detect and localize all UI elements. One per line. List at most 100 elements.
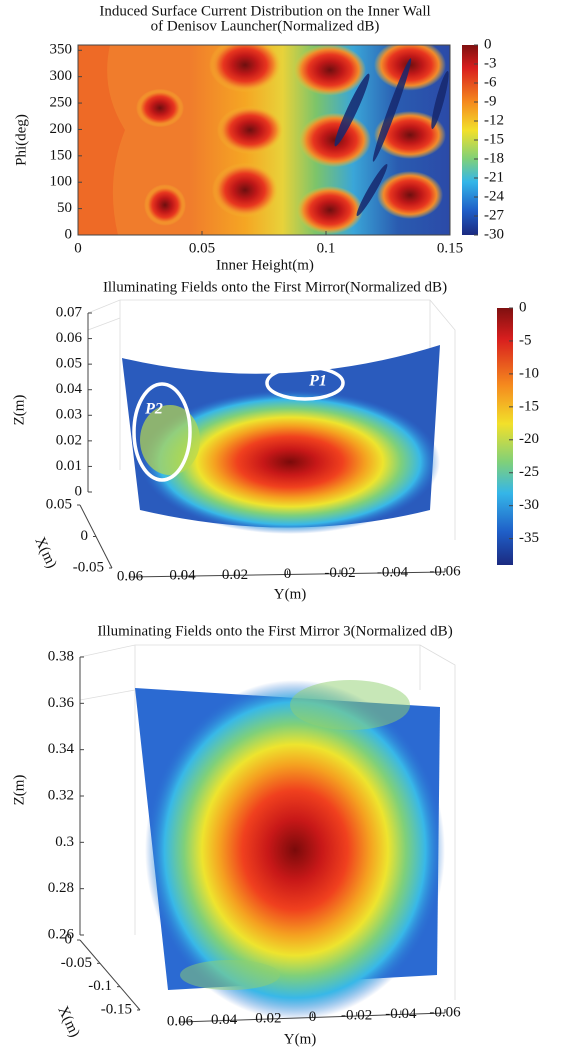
colorbar-label: -12: [484, 112, 504, 128]
tick-label: 0: [309, 1009, 317, 1025]
colorbar: [497, 308, 513, 565]
chart-title: Illuminating Fields onto the First Mirro…: [97, 623, 452, 639]
field-blob: [299, 112, 371, 168]
tick-label: 0.38: [48, 648, 74, 664]
axis-label: Phi(deg): [13, 114, 29, 166]
tick-label: -0.05: [61, 955, 92, 971]
tick-label: 0.05: [46, 496, 72, 512]
tick-label: 0.06: [117, 568, 144, 584]
colorbar-label: -18: [484, 150, 504, 166]
mirror-surface: [135, 680, 445, 1020]
tick-label: -0.05: [73, 559, 104, 575]
tick-label: 0.05: [189, 240, 215, 256]
mirror-surface: [122, 345, 440, 534]
tick-label: 300: [50, 68, 73, 84]
field-blob: [209, 45, 281, 93]
tick-label: 0: [65, 931, 73, 947]
tick-label: 0.02: [222, 567, 248, 583]
field-blob: [144, 184, 186, 226]
axis-label: Y(m): [284, 1031, 317, 1047]
tick-label: 0.15: [437, 240, 463, 256]
tick-label: 0.05: [56, 356, 82, 372]
tick-label: -0.15: [101, 1001, 132, 1017]
axis-line: [79, 939, 141, 1011]
tick-label: -0.02: [341, 1007, 372, 1023]
tick-label: 250: [50, 94, 73, 110]
colorbar-label: -35: [519, 530, 539, 546]
field-blob: [136, 88, 184, 128]
colorbar-label: 0: [519, 299, 527, 315]
tick-label: 150: [50, 147, 73, 163]
axis-label: Y(m): [274, 586, 307, 602]
tick-label: 0.06: [167, 1013, 194, 1029]
tick-label: 200: [50, 121, 73, 137]
colorbar-label: -30: [519, 497, 539, 513]
axis-label: Inner Height(m): [216, 257, 314, 273]
tick-label: 0.34: [48, 741, 75, 757]
colorbar-label: -24: [484, 188, 504, 204]
tick-label: 0.04: [211, 1012, 238, 1028]
tick-label: 0: [65, 226, 73, 242]
colorbar-label: -5: [519, 332, 532, 348]
tick-label: 0.03: [56, 407, 82, 423]
tick-label: 0.3: [55, 834, 74, 850]
tick-label: 0.04: [169, 568, 196, 584]
tick-label: 0.02: [56, 432, 82, 448]
tick-label: 0: [74, 240, 82, 256]
chart-title: of Denisov Launcher(Normalized dB): [151, 18, 380, 34]
field-blob: [374, 45, 446, 91]
tick-label: 0.06: [56, 330, 83, 346]
tick-label: 0.26: [48, 926, 75, 942]
tick-label: -0.04: [385, 1006, 417, 1022]
tick-label: 0: [81, 528, 89, 544]
tick-label: -0.04: [377, 564, 409, 580]
tick-label: -0.1: [88, 978, 112, 994]
axis-label: X(m): [31, 535, 59, 571]
tick-label: 0.1: [317, 240, 336, 256]
tick-label: 0.36: [48, 695, 75, 711]
tick-label: 0: [75, 483, 83, 499]
colorbar-label: 0: [484, 36, 492, 52]
field-blob: [297, 186, 363, 234]
colorbar-label: -6: [484, 74, 497, 90]
box-grid: [79, 644, 456, 1000]
tick-label: 0.28: [48, 880, 74, 896]
annotation: P1: [308, 373, 327, 390]
colorbar-label: -15: [519, 398, 539, 414]
colorbar-label: -25: [519, 464, 539, 480]
colorbar-label: -15: [484, 131, 504, 147]
axis-label: Z(m): [11, 395, 27, 426]
colorbar-label: -9: [484, 93, 497, 109]
colorbar-label: -10: [519, 365, 539, 381]
axis-label: X(m): [54, 1004, 82, 1040]
annotation: P2: [144, 401, 163, 418]
tick-label: 0.01: [56, 458, 82, 474]
current-field: [78, 45, 450, 235]
tick-label: 0.04: [56, 381, 83, 397]
field-blob: [377, 171, 443, 219]
tick-label: 0: [284, 566, 292, 582]
field-blob: [217, 106, 283, 154]
tick-label: 0.32: [48, 787, 74, 803]
tick-label: 0.07: [56, 304, 83, 320]
colorbar: [462, 45, 478, 235]
colorbar-label: -20: [519, 431, 539, 447]
tick-label: 100: [50, 174, 73, 190]
colorbar-label: -30: [484, 226, 504, 242]
box-grid: [87, 299, 456, 540]
tick-label: -0.06: [429, 1004, 461, 1020]
field-blob: [294, 45, 366, 96]
colorbar-label: -27: [484, 207, 504, 223]
tick-label: -0.02: [324, 565, 355, 581]
tick-label: 50: [57, 200, 72, 216]
colorbar-label: -21: [484, 169, 504, 185]
field-blob: [212, 162, 278, 218]
tick-label: 350: [50, 42, 73, 58]
tick-label: -0.06: [429, 563, 461, 579]
chart-title: Illuminating Fields onto the First Mirro…: [103, 279, 447, 295]
colorbar-label: -3: [484, 55, 497, 71]
tick-label: 0.02: [255, 1010, 281, 1026]
chart-title: Induced Surface Current Distribution on …: [99, 3, 430, 19]
field-blob: [374, 111, 446, 159]
